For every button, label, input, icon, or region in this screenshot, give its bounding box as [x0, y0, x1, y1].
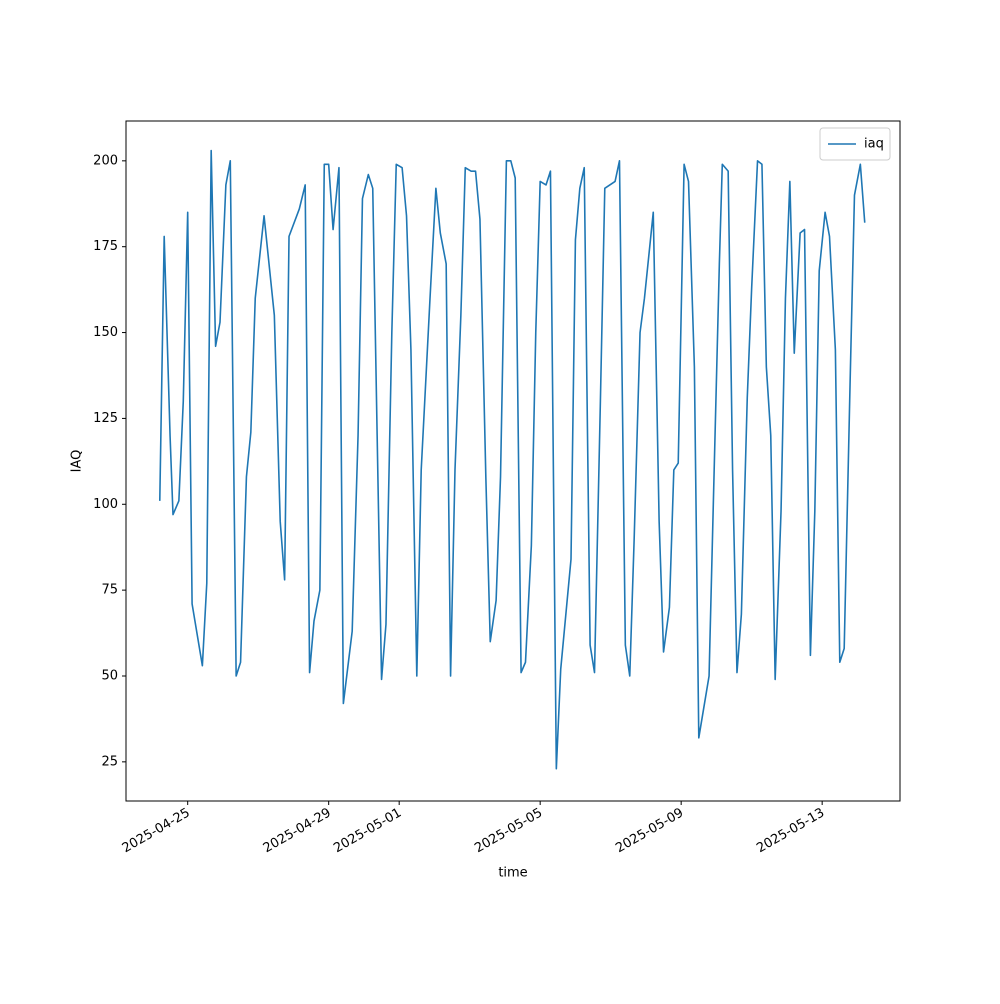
y-tick-label: 150: [93, 325, 118, 340]
legend-label: iaq: [864, 137, 884, 152]
x-tick-label: 2025-04-29: [261, 805, 334, 856]
y-tick-label: 175: [93, 239, 118, 254]
x-tick-label: 2025-05-01: [331, 805, 404, 856]
y-tick-label: 125: [93, 411, 118, 426]
y-tick-label: 100: [93, 497, 118, 512]
legend: iaq: [819, 127, 891, 161]
y-tick-label: 75: [101, 583, 118, 598]
y-tick-label: 25: [101, 754, 118, 769]
x-tick-label: 2025-05-09: [613, 805, 686, 856]
y-axis-label: IAQ: [70, 450, 85, 473]
y-tick-label: 50: [101, 668, 118, 683]
y-tick-label: 200: [93, 153, 118, 168]
plot-frame: [125, 120, 901, 802]
x-axis-label: time: [498, 866, 527, 881]
data-line: [158, 149, 866, 770]
x-tick-label: 2025-05-05: [472, 805, 545, 856]
x-tick-label: 2025-04-25: [120, 805, 193, 856]
x-tick-label: 2025-05-13: [754, 805, 827, 856]
